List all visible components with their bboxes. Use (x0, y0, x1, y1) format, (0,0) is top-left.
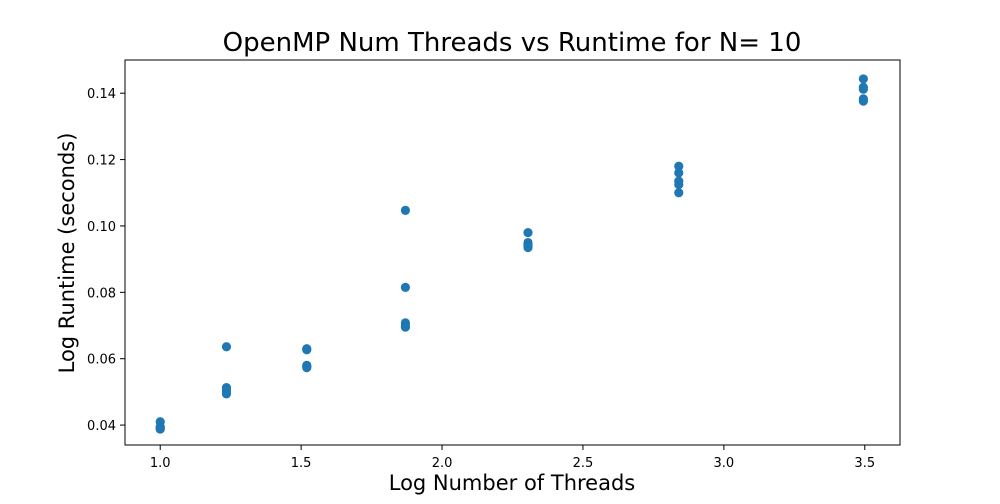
y-tick-label: 0.06 (87, 353, 116, 368)
data-points (155, 74, 868, 434)
x-tick-label: 2.0 (432, 456, 453, 471)
scatter-point (523, 227, 533, 238)
scatter-point (155, 423, 165, 433)
scatter-point (221, 342, 232, 352)
x-tick-label: 3.0 (714, 456, 735, 471)
y-tick-label: 0.04 (87, 419, 116, 434)
x-tick-label: 1.0 (150, 456, 171, 471)
scatter-point (858, 84, 868, 94)
scatter-point (221, 389, 232, 399)
scatter-point (674, 188, 684, 198)
y-tick-label: 0.12 (87, 154, 116, 169)
axis-ticks: 1.0 1.5 2.0 2.5 3.0 3.5 0.04 0.06 0.08 0.10 0.12 0.… (87, 87, 875, 471)
scatter-point (674, 161, 684, 171)
y-tick-label: 0.10 (87, 220, 116, 235)
plot-frame (124, 59, 901, 446)
x-tick-label: 1.5 (291, 456, 312, 471)
scatter-point (523, 242, 533, 253)
scatter-point (858, 74, 868, 84)
scatter-point (674, 179, 684, 190)
scatter-point (302, 363, 312, 373)
scatter-point (302, 345, 312, 355)
scatter-point (400, 205, 411, 215)
scatter-point (858, 96, 868, 106)
y-axis-label: Log Runtime (seconds) (55, 133, 79, 374)
y-tick-label: 0.14 (87, 87, 116, 102)
x-tick-label: 2.5 (573, 456, 594, 471)
x-tick-label: 3.5 (854, 456, 875, 471)
chart-title: OpenMP Num Threads vs Runtime for N= 10 (223, 28, 802, 58)
x-axis-label: Log Number of Threads (389, 471, 636, 495)
scatter-point (400, 282, 411, 292)
y-tick-label: 0.08 (87, 286, 116, 301)
scatter-point (674, 168, 684, 178)
scatter-point (400, 322, 411, 332)
